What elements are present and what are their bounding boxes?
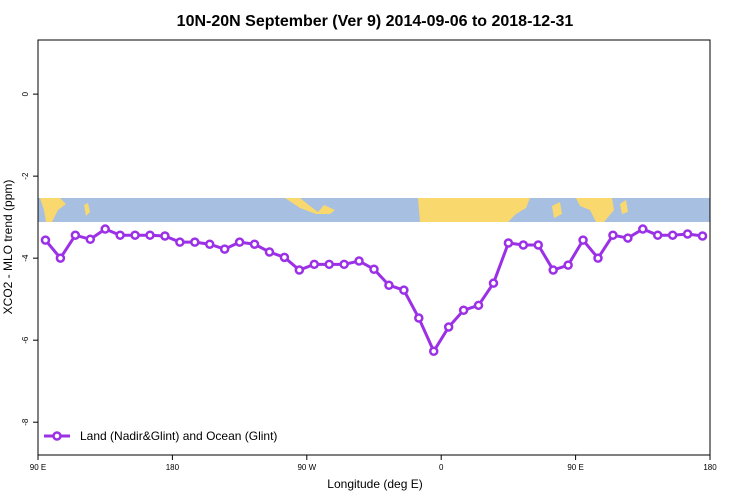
point — [578, 235, 588, 245]
point — [399, 285, 409, 295]
point — [190, 237, 200, 247]
x-tick-label: 180 — [166, 463, 180, 472]
point — [249, 239, 260, 249]
point — [175, 237, 185, 247]
point — [503, 238, 514, 248]
series-line — [44, 227, 703, 355]
point — [608, 230, 618, 240]
x-tick-label: 90 E — [30, 463, 46, 472]
point — [593, 253, 603, 263]
point — [339, 259, 349, 270]
point — [667, 230, 678, 240]
x-axis-label: Longitude (deg E) — [327, 477, 422, 491]
x-tick-label: 180 — [703, 463, 717, 472]
point — [533, 240, 544, 250]
point — [518, 240, 529, 250]
y-tick-label: -8 — [21, 418, 30, 426]
point — [40, 235, 51, 245]
point — [384, 280, 394, 290]
point — [652, 230, 663, 240]
y-tick-label: 0 — [21, 91, 30, 96]
point — [100, 224, 110, 234]
chart-title: 10N-20N September (Ver 9) 2014-09-06 to … — [177, 13, 574, 30]
plot-frame — [37, 39, 711, 456]
point — [369, 264, 379, 274]
x-tick-label: 90 W — [297, 463, 316, 472]
point — [115, 230, 125, 240]
y-axis-label: XCO2 - MLO trend (ppm) — [1, 180, 15, 315]
point — [458, 305, 469, 315]
point — [204, 239, 215, 249]
legend-marker — [52, 431, 62, 441]
point — [294, 265, 305, 275]
point — [324, 259, 334, 270]
legend-label: Land (Nadir&Glint) and Ocean (Glint) — [80, 429, 277, 443]
point — [145, 230, 155, 240]
point — [130, 230, 140, 240]
point — [682, 229, 693, 239]
point — [160, 231, 170, 241]
point — [443, 322, 454, 332]
point — [548, 265, 558, 275]
y-tick-label: -2 — [21, 172, 30, 180]
point — [234, 237, 245, 247]
x-tick-label: 90 E — [567, 463, 583, 472]
point — [264, 247, 275, 257]
point — [85, 234, 96, 245]
x-tick-label: 0 — [439, 463, 444, 472]
point — [55, 253, 66, 263]
land — [40, 198, 628, 222]
y-tick-label: -6 — [21, 336, 30, 344]
point — [488, 278, 499, 288]
point — [563, 260, 573, 270]
point — [428, 346, 439, 356]
map-strip — [38, 198, 710, 222]
y-tick-label: -4 — [21, 254, 30, 262]
point — [354, 256, 364, 266]
point — [219, 244, 230, 254]
point — [70, 230, 81, 240]
point — [473, 300, 484, 311]
point — [638, 224, 648, 234]
point — [623, 233, 633, 243]
point — [309, 259, 320, 270]
point — [279, 252, 290, 263]
point — [414, 313, 424, 323]
point — [697, 231, 708, 241]
